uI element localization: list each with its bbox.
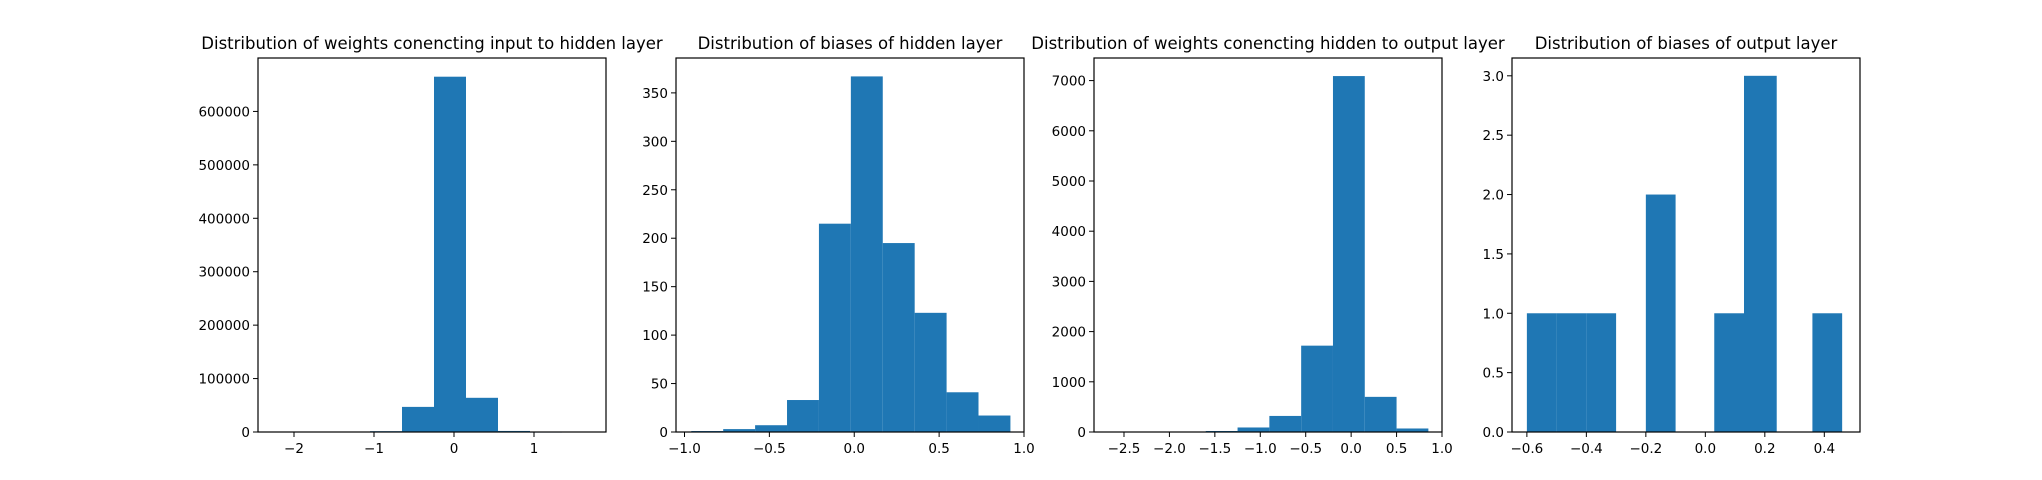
histogram-bar bbox=[1812, 313, 1843, 432]
x-tick-label: 1.0 bbox=[1431, 441, 1452, 457]
chart-title: Distribution of biases of output layer bbox=[1535, 34, 1838, 53]
histogram-bar bbox=[787, 400, 819, 432]
x-tick-label: 0.0 bbox=[1695, 441, 1716, 457]
y-tick-label: 4000 bbox=[1052, 224, 1086, 240]
histogram-bar bbox=[1396, 428, 1429, 432]
axes-frame bbox=[1093, 57, 1443, 433]
x-tick-label: 1 bbox=[530, 441, 539, 457]
y-tick-label: 2000 bbox=[1052, 325, 1086, 341]
histogram-bar bbox=[1301, 345, 1333, 432]
x-tick-label: −2 bbox=[284, 441, 304, 457]
histogram-bar bbox=[818, 223, 851, 432]
y-tick-label: 5000 bbox=[1052, 174, 1086, 190]
y-tick-label: 2.5 bbox=[1483, 128, 1504, 144]
histogram-panel-4: −0.6 −0.4 −0.2 0.0 0.2 0.4 0.0 0.5 1.0 1.5 2.0 2.5 3… bbox=[1483, 34, 1861, 457]
y-tick-label: 350 bbox=[642, 86, 668, 102]
x-tick-label: 0 bbox=[450, 441, 459, 457]
y-tick-label: 0 bbox=[241, 425, 250, 441]
y-tick-label: 0.5 bbox=[1483, 366, 1504, 382]
x-tick-label: 0.0 bbox=[844, 441, 865, 457]
y-tick-label: 1.5 bbox=[1483, 247, 1504, 263]
histogram-bar bbox=[1556, 313, 1587, 432]
histogram-bar bbox=[882, 243, 915, 432]
x-tick-label: −1.0 bbox=[1244, 441, 1277, 457]
y-tick-label: 0.0 bbox=[1483, 425, 1504, 441]
y-tick-label: 100 bbox=[642, 328, 668, 344]
histogram-panel-2: −1.0 −0.5 0.0 0.5 1.0 0 50 100 150 200 250 300 350 Di… bbox=[642, 34, 1035, 457]
x-tick-label: −0.2 bbox=[1629, 441, 1662, 457]
x-tick-label: 0.2 bbox=[1754, 441, 1775, 457]
x-tick-label: −1.0 bbox=[668, 441, 701, 457]
histogram-bar bbox=[723, 429, 756, 432]
histogram-bar bbox=[1269, 415, 1302, 432]
y-tick-label: 1.0 bbox=[1483, 306, 1504, 322]
x-tick-label: 0.5 bbox=[928, 441, 949, 457]
histogram-bar bbox=[1744, 75, 1777, 433]
histogram-bar bbox=[1714, 313, 1744, 432]
y-tick-label: 1000 bbox=[1052, 375, 1086, 391]
histogram-bar bbox=[850, 76, 883, 432]
histogram-bar bbox=[755, 425, 788, 432]
y-tick-label: 50 bbox=[651, 377, 668, 393]
histogram-bar bbox=[946, 392, 979, 432]
axes-frame bbox=[675, 57, 1025, 433]
axes-frame bbox=[1511, 57, 1861, 433]
y-tick-label: 100000 bbox=[198, 372, 250, 388]
y-tick-label: 2.0 bbox=[1483, 188, 1504, 204]
histogram-panel-3: −2.5 −2.0 −1.5 −1.0 −0.5 0.0 0.5 1.0 0 1000 2000 30… bbox=[1031, 34, 1505, 457]
y-tick-label: 6000 bbox=[1052, 124, 1086, 140]
x-tick-label: −0.5 bbox=[753, 441, 786, 457]
y-tick-label: 0 bbox=[659, 425, 668, 441]
x-tick-label: −0.6 bbox=[1510, 441, 1543, 457]
y-tick-label: 400000 bbox=[198, 211, 250, 227]
x-tick-label: −1.5 bbox=[1198, 441, 1231, 457]
histogram-bar bbox=[914, 312, 947, 432]
x-tick-label: 0.0 bbox=[1340, 441, 1361, 457]
histogram-panel-1: −2 −1 0 1 0 100000 200000 300000 400000 500000 600… bbox=[198, 34, 662, 457]
y-tick-label: 0 bbox=[1077, 425, 1086, 441]
histogram-bar bbox=[1645, 194, 1676, 432]
histogram-bar bbox=[1364, 396, 1397, 432]
histogram-bar bbox=[978, 415, 1011, 432]
x-tick-label: −2.0 bbox=[1153, 441, 1186, 457]
y-tick-label: 300000 bbox=[198, 265, 250, 281]
y-tick-label: 200 bbox=[642, 231, 668, 247]
x-tick-label: −0.4 bbox=[1570, 441, 1603, 457]
y-tick-label: 500000 bbox=[198, 158, 250, 174]
histogram-bar bbox=[466, 397, 498, 432]
x-tick-label: −2.5 bbox=[1108, 441, 1141, 457]
x-tick-label: 0.4 bbox=[1814, 441, 1835, 457]
histogram-bar bbox=[1237, 427, 1270, 432]
histogram-bar bbox=[434, 76, 466, 432]
x-tick-label: −1 bbox=[364, 441, 384, 457]
histogram-bar bbox=[1332, 76, 1365, 433]
chart-title: Distribution of biases of hidden layer bbox=[698, 34, 1003, 53]
histogram-bar bbox=[1586, 313, 1617, 432]
chart-title: Distribution of weights conencting hidde… bbox=[1031, 34, 1505, 53]
chart-title: Distribution of weights conencting input… bbox=[201, 34, 663, 53]
x-tick-label: −0.5 bbox=[1289, 441, 1322, 457]
histogram-bar bbox=[402, 406, 434, 432]
y-tick-label: 600000 bbox=[198, 104, 250, 120]
histogram-panels: −2 −1 0 10100000200000300000400000500000600… bbox=[198, 34, 1861, 457]
y-tick-label: 150 bbox=[642, 280, 668, 296]
axes-frame bbox=[257, 57, 607, 433]
y-tick-label: 3.0 bbox=[1483, 69, 1504, 85]
y-tick-label: 250 bbox=[642, 183, 668, 199]
histogram-bar bbox=[1526, 313, 1557, 432]
y-tick-label: 200000 bbox=[198, 318, 250, 334]
y-tick-label: 7000 bbox=[1052, 74, 1086, 90]
y-tick-label: 3000 bbox=[1052, 274, 1086, 290]
x-tick-label: 1.0 bbox=[1013, 441, 1034, 457]
y-tick-label: 300 bbox=[642, 134, 668, 150]
x-tick-label: 0.5 bbox=[1386, 441, 1407, 457]
